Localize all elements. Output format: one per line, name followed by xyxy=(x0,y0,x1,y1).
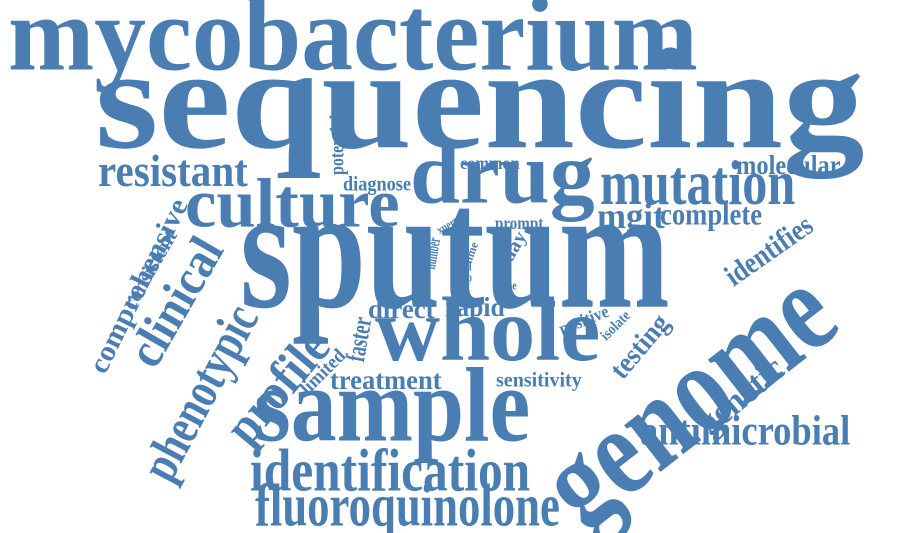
word-step: step xyxy=(457,271,472,283)
word-treatment: treatment xyxy=(330,367,442,394)
word-case: case xyxy=(499,279,517,291)
word-direct: direct xyxy=(368,296,435,323)
word-prompt: prompt xyxy=(495,214,543,232)
word-sensitivity: sensitivity xyxy=(496,369,582,390)
word-common: common xyxy=(460,154,520,172)
word-drug: drug xyxy=(410,131,595,219)
word-potential: potential xyxy=(329,115,349,175)
word-resistant: resistant xyxy=(98,148,248,193)
word-fluoroquinolone: fluoroquinolone xyxy=(255,477,560,533)
word-complete: complete xyxy=(660,199,762,229)
word-mgit: mgit xyxy=(597,198,665,234)
word-molecular: molecular xyxy=(736,152,841,179)
word-diagnose: diagnose xyxy=(343,173,411,194)
word-rapid: rapid xyxy=(445,294,505,321)
